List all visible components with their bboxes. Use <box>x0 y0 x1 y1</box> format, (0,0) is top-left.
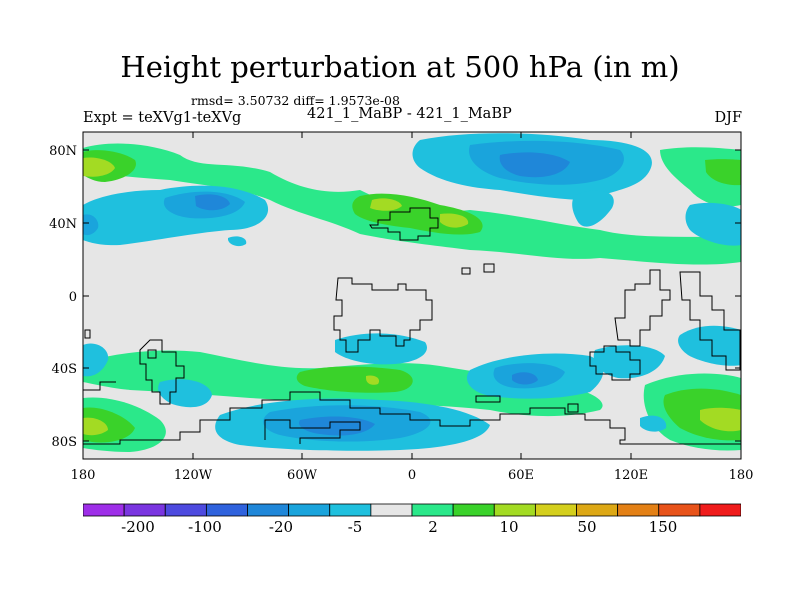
colorbar-label: 10 <box>499 518 519 536</box>
experiment-label: Expt = teXVg1-teXVg <box>83 110 242 126</box>
contour-pos-south-central-peak <box>366 375 380 385</box>
colorbar-swatch <box>288 503 331 517</box>
colorbar-label: 150 <box>648 518 678 536</box>
coastline-antarctica <box>83 391 741 445</box>
colorbar-swatch <box>370 503 413 517</box>
coastline-asia-south <box>614 269 671 347</box>
contour-pos-north-west <box>83 143 741 265</box>
colorbar-swatch <box>493 503 536 517</box>
lat-tick-label: 40N <box>49 217 77 232</box>
contour-neg-north-east-2 <box>685 202 741 246</box>
contour-neg-south-west <box>83 343 109 377</box>
coastline-antarctica-edge <box>83 381 116 391</box>
contour-neg-south-big-core <box>299 416 375 436</box>
colorbar-label: -20 <box>268 518 294 536</box>
plot-title: Height perturbation at 500 hPa (in m) <box>120 50 680 84</box>
contour-neg-north-arctic-core <box>499 152 570 178</box>
coastline-small-island-5 <box>475 395 501 403</box>
lon-tick-label: 180 <box>71 468 96 483</box>
contour-pos-north-east-inner <box>705 159 741 186</box>
colorbar-label: -100 <box>188 518 222 536</box>
lon-tick-label: 0 <box>408 468 416 483</box>
contour-neg-north-small <box>228 236 247 247</box>
contour-pos-north-central-peak <box>370 198 402 211</box>
axis-ticks <box>82 132 742 459</box>
contour-neg-south-west-2 <box>158 379 212 408</box>
lat-tick-label: 0 <box>69 290 77 305</box>
contour-neg-south-far-east <box>593 345 665 379</box>
colorbar <box>83 503 741 517</box>
coastline-south-america <box>139 339 185 405</box>
coastline-small-island-2 <box>483 263 495 273</box>
colorbar-swatch <box>411 503 454 517</box>
season-label: DJF <box>714 110 743 126</box>
contour-neg-north-far-west <box>83 214 99 236</box>
run-comparison-label: 421_1_MaBP - 421_1_MaBP <box>307 106 512 122</box>
lat-tick-label: 80S <box>52 435 77 450</box>
height-contours <box>83 133 741 452</box>
colorbar-swatch <box>123 503 166 517</box>
coastline-small-island-6 <box>567 403 579 413</box>
lon-tick-label: 120W <box>174 468 213 483</box>
colorbar-label: -5 <box>347 518 363 536</box>
coastline-australia <box>589 345 641 381</box>
contour-neg-north-east-tail <box>572 190 614 227</box>
lat-tick-label: 40S <box>52 362 77 377</box>
contour-pos-south-east-peak <box>700 407 741 432</box>
coastline-europe <box>369 207 439 241</box>
lon-tick-label: 180 <box>729 468 754 483</box>
coastline-small-island-3 <box>84 329 91 339</box>
colorbar-label: 50 <box>577 518 597 536</box>
contour-pos-south-west-peak <box>83 417 108 436</box>
lat-tick-label: 80N <box>49 144 77 159</box>
lon-tick-label: 60E <box>508 468 534 483</box>
contour-neg-south-small <box>640 415 667 432</box>
colorbar-swatch <box>534 503 577 517</box>
coastline-asia-east <box>679 271 741 371</box>
contour-neg-north-west-core <box>195 194 230 211</box>
colorbar-swatch <box>83 503 125 517</box>
colorbar-swatch <box>617 503 660 517</box>
coastline-small-island-4 <box>147 349 157 359</box>
axis-tick-labels: 180 120W 60W 0 60E 120E 180 80N 40N 0 40… <box>49 144 753 483</box>
contour-pos-north-far-west-peak <box>83 157 115 177</box>
colorbar-swatch <box>164 503 207 517</box>
lon-tick-label: 120E <box>614 468 648 483</box>
colorbar-swatch <box>452 503 495 517</box>
colorbar-swatch <box>205 503 248 517</box>
contour-pos-south-central <box>296 366 413 393</box>
colorbar-swatch <box>699 503 741 517</box>
lon-tick-label: 60W <box>287 468 318 483</box>
contour-pos-north-central-peak-2 <box>440 213 469 228</box>
colorbar-swatch <box>658 503 701 517</box>
coastline-africa <box>333 277 433 353</box>
coastline-antarctica-inner <box>264 419 361 444</box>
colorbar-label: 2 <box>428 518 438 536</box>
colorbar-swatches <box>83 503 741 517</box>
coastlines <box>83 207 741 445</box>
rmsd-diff-stats: rmsd= 3.50732 diff= 1.9573e-08 <box>191 93 400 108</box>
colorbar-swatch <box>329 503 372 517</box>
coastline-small-island-1 <box>461 267 471 275</box>
colorbar-label: -200 <box>121 518 155 536</box>
colorbar-swatch <box>247 503 290 517</box>
contour-neg-south-east-core <box>512 372 538 385</box>
colorbar-swatch <box>576 503 619 517</box>
